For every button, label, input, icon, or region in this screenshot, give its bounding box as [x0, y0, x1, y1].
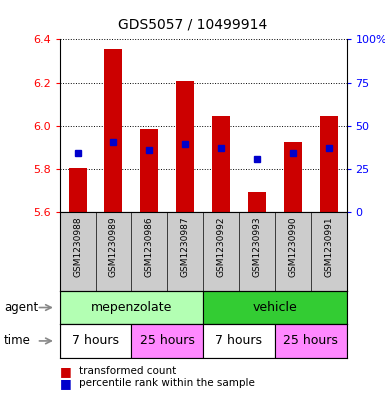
Bar [248, 192, 266, 212]
Bar [141, 129, 158, 212]
Text: time: time [4, 334, 31, 347]
Bar [275, 324, 346, 358]
Text: 25 hours: 25 hours [140, 334, 195, 347]
Text: 7 hours: 7 hours [216, 334, 263, 347]
Bar [284, 142, 302, 212]
Bar [320, 116, 338, 212]
Bar [203, 291, 346, 324]
Bar [69, 168, 87, 212]
Text: mepenzolate: mepenzolate [91, 301, 172, 314]
Text: GSM1230986: GSM1230986 [145, 216, 154, 277]
Text: GSM1230989: GSM1230989 [109, 216, 118, 277]
Text: GSM1230993: GSM1230993 [252, 216, 261, 277]
Text: vehicle: vehicle [253, 301, 297, 314]
Text: agent: agent [4, 301, 38, 314]
Bar [60, 324, 131, 358]
Bar [60, 291, 203, 324]
Bar [203, 324, 275, 358]
Text: 7 hours: 7 hours [72, 334, 119, 347]
Text: 25 hours: 25 hours [283, 334, 338, 347]
Text: GDS5057 / 10499914: GDS5057 / 10499914 [118, 18, 267, 32]
Text: GSM1230992: GSM1230992 [216, 216, 226, 277]
Bar [176, 81, 194, 212]
Text: ■: ■ [60, 376, 72, 390]
Bar [212, 116, 230, 212]
Text: transformed count: transformed count [79, 366, 176, 376]
Text: GSM1230988: GSM1230988 [73, 216, 82, 277]
Text: GSM1230991: GSM1230991 [324, 216, 333, 277]
Text: GSM1230987: GSM1230987 [181, 216, 190, 277]
Bar [104, 49, 122, 212]
Text: percentile rank within the sample: percentile rank within the sample [79, 378, 255, 388]
Text: GSM1230990: GSM1230990 [288, 216, 297, 277]
Bar [131, 324, 203, 358]
Text: ■: ■ [60, 365, 72, 378]
